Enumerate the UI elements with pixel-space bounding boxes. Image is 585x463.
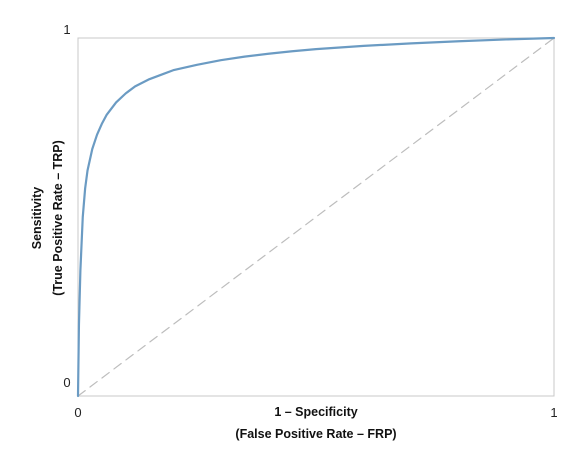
y-axis-title-line-1: Sensitivity [30, 187, 44, 250]
x-axis-title-line-1: 1 – Specificity [274, 405, 357, 419]
x-axis-title-line-2: (False Positive Rate – FRP) [235, 427, 396, 441]
roc-curve-line [76, 36, 556, 398]
ticks-layer: 0 1 0 1 [63, 22, 557, 420]
x-tick-label: 0 [74, 405, 81, 420]
plot-area [77, 37, 555, 397]
y-tick-label: 1 [63, 22, 70, 37]
y-axis-title-line-2: (True Positive Rate – TRP) [51, 140, 65, 296]
y-tick-label: 0 [63, 375, 70, 390]
x-tick-label: 1 [550, 405, 557, 420]
series-layer [76, 36, 556, 398]
reference-diagonal-line [77, 37, 555, 397]
